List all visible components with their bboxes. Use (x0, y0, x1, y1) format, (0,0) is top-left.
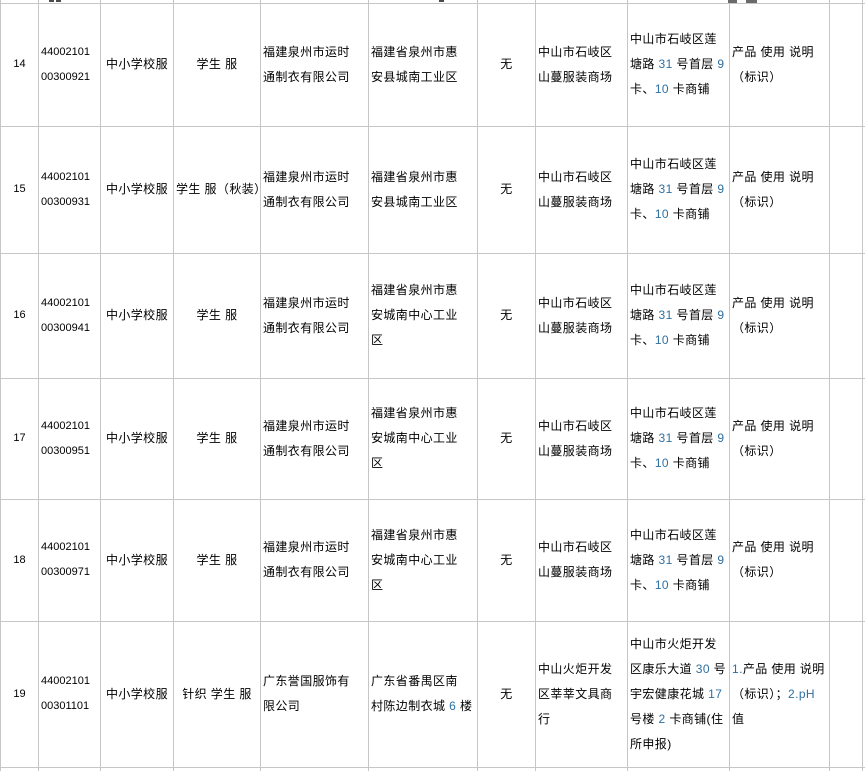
cell-license-number: 44002101 00300941 (38, 252, 101, 379)
cell-manufacturer: 福建泉州市运时 通制衣有限公司 (260, 498, 369, 622)
cell-product-name: 学生 服 (173, 252, 261, 379)
cell-remarks: 1.产品 使用 说明 （标识）；2.pH 值 (729, 620, 830, 768)
cell-manufacturer: 广东誉国服饰有 限公司 (260, 620, 369, 768)
cell-manufacturer-address: 福建省泉州市惠 安城南中心工业 区 (368, 377, 478, 500)
cell-product-category: 中小学校服 (100, 498, 174, 622)
cell-product-category: 中小学校服 (100, 2, 174, 127)
table-row: 16 44002101 00300941 中小学校服 学生 服福建泉州市运时 通制衣有… (0, 252, 865, 379)
clipped-cell (477, 766, 536, 771)
cell-spare (829, 2, 863, 127)
cell-seller-address: 中山市石岐区莲 塘路 31 号首层 9 卡、10 卡商铺 (627, 377, 730, 500)
clipped-cell (829, 766, 863, 771)
clipped-cell (260, 766, 369, 771)
table-row: 18 44002101 00300971 中小学校服 学生 服福建泉州市运时 通制衣有… (0, 498, 865, 622)
table-row: 15 44002101 00300931 中小学校服 学生 服（秋装） 福建泉州市运时 … (0, 125, 865, 254)
cell-manufacturer: 福建泉州市运时 通制衣有限公司 (260, 377, 369, 500)
cell-product-category: 中小学校服 (100, 620, 174, 768)
cell-product-name: 学生 服 (173, 498, 261, 622)
cell-row-index: 14 (0, 2, 39, 127)
table-row: 14 44002101 00300921 中小学校服 学生 服福建泉州市运时 通制衣有… (0, 2, 865, 127)
cell-product-name: 针织 学生 服 (173, 620, 261, 768)
cell-product-name: 学生 服（秋装） (173, 125, 266, 254)
cell-seller: 中山市石岐区 山蔓服装商场 (535, 125, 628, 254)
cell-result: 无 (477, 252, 536, 379)
cell-seller-address: 中山市石岐区莲 塘路 31 号首层 9 卡、10 卡商铺 (627, 2, 730, 127)
cell-result: 无 (477, 377, 536, 500)
cell-license-number: 44002101 00300921 (38, 2, 101, 127)
cell-product-name: 学生 服 (173, 377, 261, 500)
cell-row-index: 18 (0, 498, 39, 622)
clipped-cell (368, 766, 478, 771)
clipped-row-remnant (728, 0, 737, 3)
table-row: 19 44002101 00301101 中小学校服 针织 学生 服广东誉国服饰有 限… (0, 620, 865, 768)
cell-result: 无 (477, 2, 536, 127)
clipped-cell (627, 766, 730, 771)
clipped-cell (38, 766, 101, 771)
cell-product-category: 中小学校服 (100, 252, 174, 379)
cell-manufacturer-address: 福建省泉州市惠 安县城南工业区 (368, 2, 478, 127)
cell-manufacturer-address: 福建省泉州市惠 安县城南工业区 (368, 125, 478, 254)
cell-result: 无 (477, 620, 536, 768)
cell-spare (829, 377, 863, 500)
cell-result: 无 (477, 498, 536, 622)
cell-row-index: 19 (0, 620, 39, 768)
cell-manufacturer-address: 广东省番禺区南 村陈边制衣城 6 楼 (368, 620, 478, 768)
cell-remarks: 产品 使用 说明 （标识） (729, 125, 830, 254)
clipped-row-remnant (49, 0, 54, 2)
cell-seller: 中山市石岐区 山蔓服装商场 (535, 2, 628, 127)
cell-row-index: 15 (0, 125, 39, 254)
clipped-row (0, 766, 865, 771)
cell-manufacturer-address: 福建省泉州市惠 安城南中心工业 区 (368, 252, 478, 379)
cell-product-category: 中小学校服 (100, 125, 174, 254)
cell-manufacturer-address: 福建省泉州市惠 安城南中心工业 区 (368, 498, 478, 622)
clipped-cell (0, 766, 39, 771)
cell-license-number: 44002101 00301101 (38, 620, 101, 768)
cell-seller: 中山市石岐区 山蔓服装商场 (535, 252, 628, 379)
cell-manufacturer: 福建泉州市运时 通制衣有限公司 (260, 2, 369, 127)
cell-license-number: 44002101 00300931 (38, 125, 101, 254)
cell-remarks: 产品 使用 说明 （标识） (729, 252, 830, 379)
cell-spare (829, 498, 863, 622)
cell-manufacturer: 福建泉州市运时 通制衣有限公司 (260, 252, 369, 379)
cell-spare (829, 125, 863, 254)
clipped-cell (535, 766, 628, 771)
cell-manufacturer: 福建泉州市运时 通制衣有限公司 (260, 125, 369, 254)
clipped-row-remnant (439, 0, 444, 2)
cell-remarks: 产品 使用 说明 （标识） (729, 2, 830, 127)
cell-product-name: 学生 服 (173, 2, 261, 127)
cell-seller-address: 中山市石岐区莲 塘路 31 号首层 9 卡、10 卡商铺 (627, 498, 730, 622)
clipped-cell (862, 766, 865, 771)
clipped-row-remnant (56, 0, 61, 2)
cell-row-index: 17 (0, 377, 39, 500)
clipped-row-remnant (746, 0, 757, 3)
cell-product-category: 中小学校服 (100, 377, 174, 500)
cell-license-number: 44002101 00300971 (38, 498, 101, 622)
cell-remarks: 产品 使用 说明 （标识） (729, 498, 830, 622)
cell-seller-address: 中山市火炬开发 区康乐大道 30 号 宇宏健康花城 17 号楼 2 卡商铺(住 … (627, 620, 730, 768)
cell-license-number: 44002101 00300951 (38, 377, 101, 500)
clipped-cell (100, 766, 174, 771)
cell-remarks: 产品 使用 说明 （标识） (729, 377, 830, 500)
clipped-cell (729, 766, 830, 771)
cell-seller-address: 中山市石岐区莲 塘路 31 号首层 9 卡、10 卡商铺 (627, 125, 730, 254)
cell-seller: 中山市石岐区 山蔓服装商场 (535, 498, 628, 622)
cell-seller-address: 中山市石岐区莲 塘路 31 号首层 9 卡、10 卡商铺 (627, 252, 730, 379)
cell-spare (829, 252, 863, 379)
cell-spare (829, 620, 863, 768)
cell-seller: 中山火炬开发 区莘莘文具商 行 (535, 620, 628, 768)
cell-row-index: 16 (0, 252, 39, 379)
clipped-cell (173, 766, 261, 771)
cell-seller: 中山市石岐区 山蔓服装商场 (535, 377, 628, 500)
table-row: 17 44002101 00300951 中小学校服 学生 服福建泉州市运时 通制衣有… (0, 377, 865, 500)
cell-result: 无 (477, 125, 536, 254)
